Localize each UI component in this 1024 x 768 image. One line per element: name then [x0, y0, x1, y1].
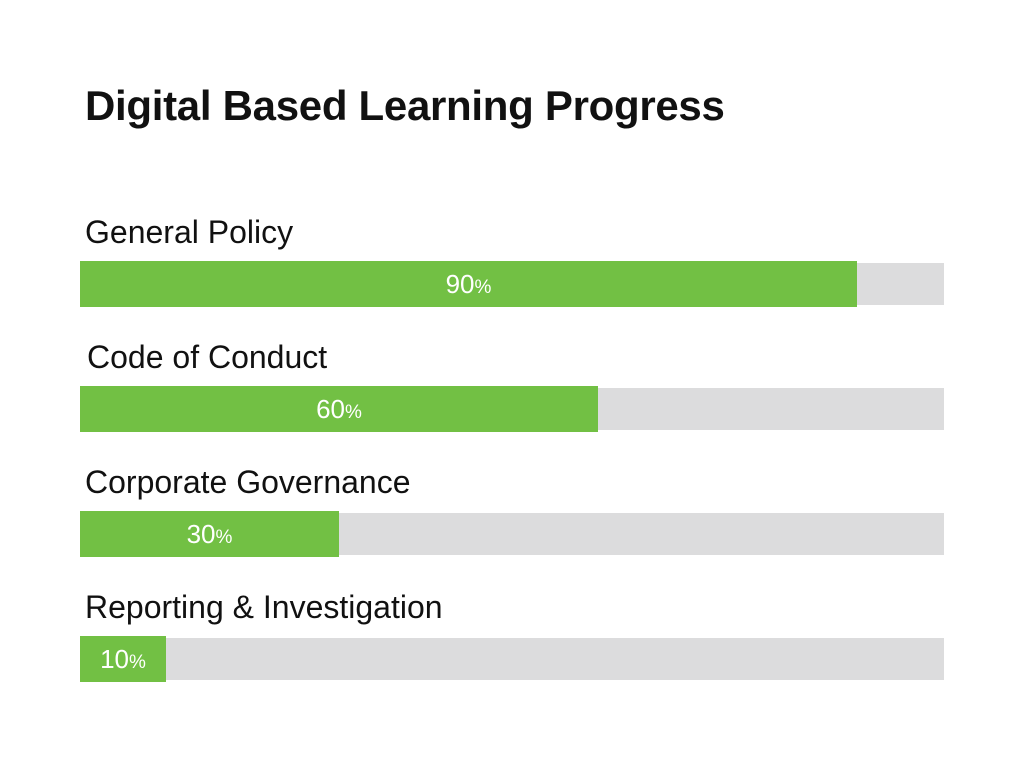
value-unit: %	[474, 277, 492, 298]
category-label: Corporate Governance	[85, 464, 411, 500]
value-label: 60%	[80, 386, 598, 432]
value-label: 90%	[80, 261, 857, 307]
value-unit: %	[215, 527, 233, 548]
category-label: Code of Conduct	[87, 339, 328, 375]
progress-bar-fill: 30%	[80, 511, 339, 557]
progress-bar-fill: 90%	[80, 261, 857, 307]
progress-bar-fill: 10%	[80, 636, 166, 682]
value-number: 60	[316, 394, 345, 424]
category-label: Reporting & Investigation	[85, 589, 443, 625]
value-unit: %	[129, 652, 146, 673]
value-number: 30	[186, 519, 216, 549]
progress-track: 10%	[80, 636, 944, 682]
value-label: 30%	[80, 511, 339, 557]
progress-bar-fill: 60%	[80, 386, 598, 432]
value-unit: %	[345, 402, 362, 423]
progress-track: 90%	[80, 261, 944, 307]
value-number: 10	[100, 644, 129, 674]
progress-track: 60%	[80, 386, 944, 432]
progress-track: 30%	[80, 511, 944, 557]
value-number: 90	[445, 269, 475, 299]
value-label: 10%	[80, 636, 166, 682]
chart-title: Digital Based Learning Progress	[85, 82, 725, 129]
category-label: General Policy	[85, 214, 294, 250]
